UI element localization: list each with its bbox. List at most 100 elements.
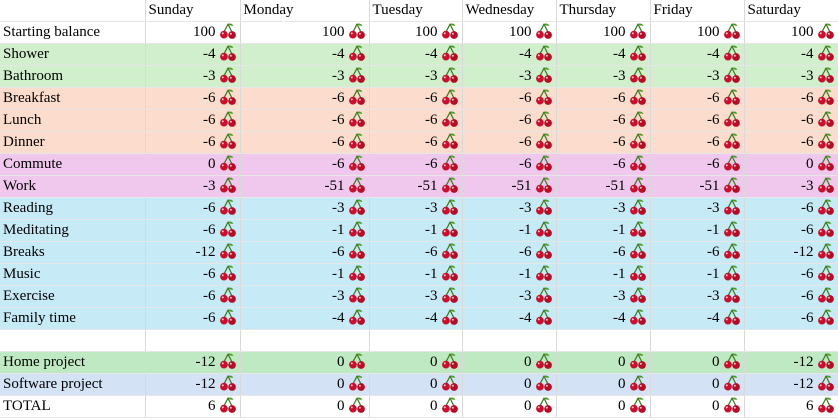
cell-friday[interactable]: -1: [650, 263, 745, 286]
cell-tuesday[interactable]: -3: [369, 65, 463, 88]
cell-monday[interactable]: 100: [240, 21, 370, 44]
cell-wednesday[interactable]: -51: [462, 175, 557, 198]
row-label[interactable]: Family time: [0, 307, 146, 330]
cell-friday[interactable]: -6: [650, 87, 745, 110]
row-label[interactable]: Work: [0, 175, 146, 198]
cell-thursday[interactable]: -3: [556, 65, 651, 88]
cell-monday[interactable]: 0: [240, 395, 370, 418]
cell-saturday[interactable]: -3: [744, 175, 838, 198]
row-label[interactable]: [0, 329, 146, 352]
cell-wednesday[interactable]: -3: [462, 285, 557, 308]
cell-sunday[interactable]: -6: [145, 285, 241, 308]
cell-thursday[interactable]: -1: [556, 263, 651, 286]
cell-sunday[interactable]: -12: [145, 351, 241, 374]
row-label[interactable]: Lunch: [0, 109, 146, 132]
cell-monday[interactable]: -3: [240, 197, 370, 220]
cell-monday[interactable]: -4: [240, 307, 370, 330]
header-sunday[interactable]: Sunday: [145, 0, 241, 22]
cell-tuesday[interactable]: -3: [369, 197, 463, 220]
cell-friday[interactable]: -1: [650, 219, 745, 242]
cell-sunday[interactable]: 100: [145, 21, 241, 44]
cell-wednesday[interactable]: 0: [462, 351, 557, 374]
cell-tuesday[interactable]: 0: [369, 351, 463, 374]
cell-thursday[interactable]: -6: [556, 109, 651, 132]
cell-monday[interactable]: -6: [240, 241, 370, 264]
cell-tuesday[interactable]: -6: [369, 153, 463, 176]
cell-monday[interactable]: 0: [240, 373, 370, 396]
cell-sunday[interactable]: -6: [145, 131, 241, 154]
row-label[interactable]: Commute: [0, 153, 146, 176]
cell-saturday[interactable]: 0: [744, 153, 838, 176]
cell-saturday[interactable]: -12: [744, 241, 838, 264]
cell-saturday[interactable]: -4: [744, 43, 838, 66]
header-wednesday[interactable]: Wednesday: [462, 0, 557, 22]
cell-wednesday[interactable]: -6: [462, 153, 557, 176]
cell-sunday[interactable]: -4: [145, 43, 241, 66]
row-label[interactable]: Breakfast: [0, 87, 146, 110]
header-tuesday[interactable]: Tuesday: [369, 0, 463, 22]
cell-thursday[interactable]: 0: [556, 373, 651, 396]
cell-friday[interactable]: -6: [650, 153, 745, 176]
cell-monday[interactable]: -6: [240, 153, 370, 176]
cell-tuesday[interactable]: -6: [369, 87, 463, 110]
cell-monday[interactable]: -1: [240, 263, 370, 286]
row-label[interactable]: Music: [0, 263, 146, 286]
cell-friday[interactable]: -3: [650, 285, 745, 308]
cell-wednesday[interactable]: -6: [462, 131, 557, 154]
cell-sunday[interactable]: -3: [145, 65, 241, 88]
cell-saturday[interactable]: -6: [744, 263, 838, 286]
cell-thursday[interactable]: 100: [556, 21, 651, 44]
row-label[interactable]: Home project: [0, 351, 146, 374]
cell-thursday[interactable]: 0: [556, 395, 651, 418]
cell-wednesday[interactable]: [462, 329, 557, 352]
row-label[interactable]: Shower: [0, 43, 146, 66]
cell-saturday[interactable]: 100: [744, 21, 838, 44]
row-label[interactable]: Dinner: [0, 131, 146, 154]
row-label[interactable]: Meditating: [0, 219, 146, 242]
cell-wednesday[interactable]: -6: [462, 109, 557, 132]
cell-wednesday[interactable]: -4: [462, 307, 557, 330]
cell-thursday[interactable]: -6: [556, 241, 651, 264]
cell-thursday[interactable]: [556, 329, 651, 352]
cell-monday[interactable]: -51: [240, 175, 370, 198]
row-label[interactable]: Starting balance: [0, 21, 146, 44]
cell-thursday[interactable]: -4: [556, 307, 651, 330]
cell-wednesday[interactable]: -3: [462, 197, 557, 220]
row-label[interactable]: Software project: [0, 373, 146, 396]
cell-monday[interactable]: [240, 329, 370, 352]
cell-thursday[interactable]: -3: [556, 197, 651, 220]
cell-tuesday[interactable]: -4: [369, 43, 463, 66]
cell-monday[interactable]: -4: [240, 43, 370, 66]
cell-saturday[interactable]: 6: [744, 395, 838, 418]
cell-friday[interactable]: 100: [650, 21, 745, 44]
cell-tuesday[interactable]: -3: [369, 285, 463, 308]
header-friday[interactable]: Friday: [650, 0, 745, 22]
cell-tuesday[interactable]: -6: [369, 241, 463, 264]
cell-sunday[interactable]: -12: [145, 373, 241, 396]
cell-friday[interactable]: -6: [650, 109, 745, 132]
cell-friday[interactable]: -3: [650, 197, 745, 220]
cell-saturday[interactable]: [744, 329, 838, 352]
cell-friday[interactable]: 0: [650, 395, 745, 418]
cell-friday[interactable]: -4: [650, 43, 745, 66]
cell-tuesday[interactable]: -1: [369, 263, 463, 286]
cell-sunday[interactable]: [145, 329, 241, 352]
cell-wednesday[interactable]: -1: [462, 219, 557, 242]
cell-monday[interactable]: -6: [240, 109, 370, 132]
cell-tuesday[interactable]: -51: [369, 175, 463, 198]
row-label[interactable]: TOTAL: [0, 395, 146, 418]
cell-monday[interactable]: -6: [240, 131, 370, 154]
cell-saturday[interactable]: -6: [744, 285, 838, 308]
row-label[interactable]: Reading: [0, 197, 146, 220]
cell-sunday[interactable]: -3: [145, 175, 241, 198]
cell-thursday[interactable]: -6: [556, 87, 651, 110]
cell-saturday[interactable]: -6: [744, 219, 838, 242]
cell-monday[interactable]: -3: [240, 285, 370, 308]
cell-saturday[interactable]: -6: [744, 109, 838, 132]
cell-friday[interactable]: -51: [650, 175, 745, 198]
row-label[interactable]: Exercise: [0, 285, 146, 308]
cell-wednesday[interactable]: -6: [462, 87, 557, 110]
cell-friday[interactable]: -6: [650, 241, 745, 264]
cell-tuesday[interactable]: 100: [369, 21, 463, 44]
cell-tuesday[interactable]: -6: [369, 131, 463, 154]
